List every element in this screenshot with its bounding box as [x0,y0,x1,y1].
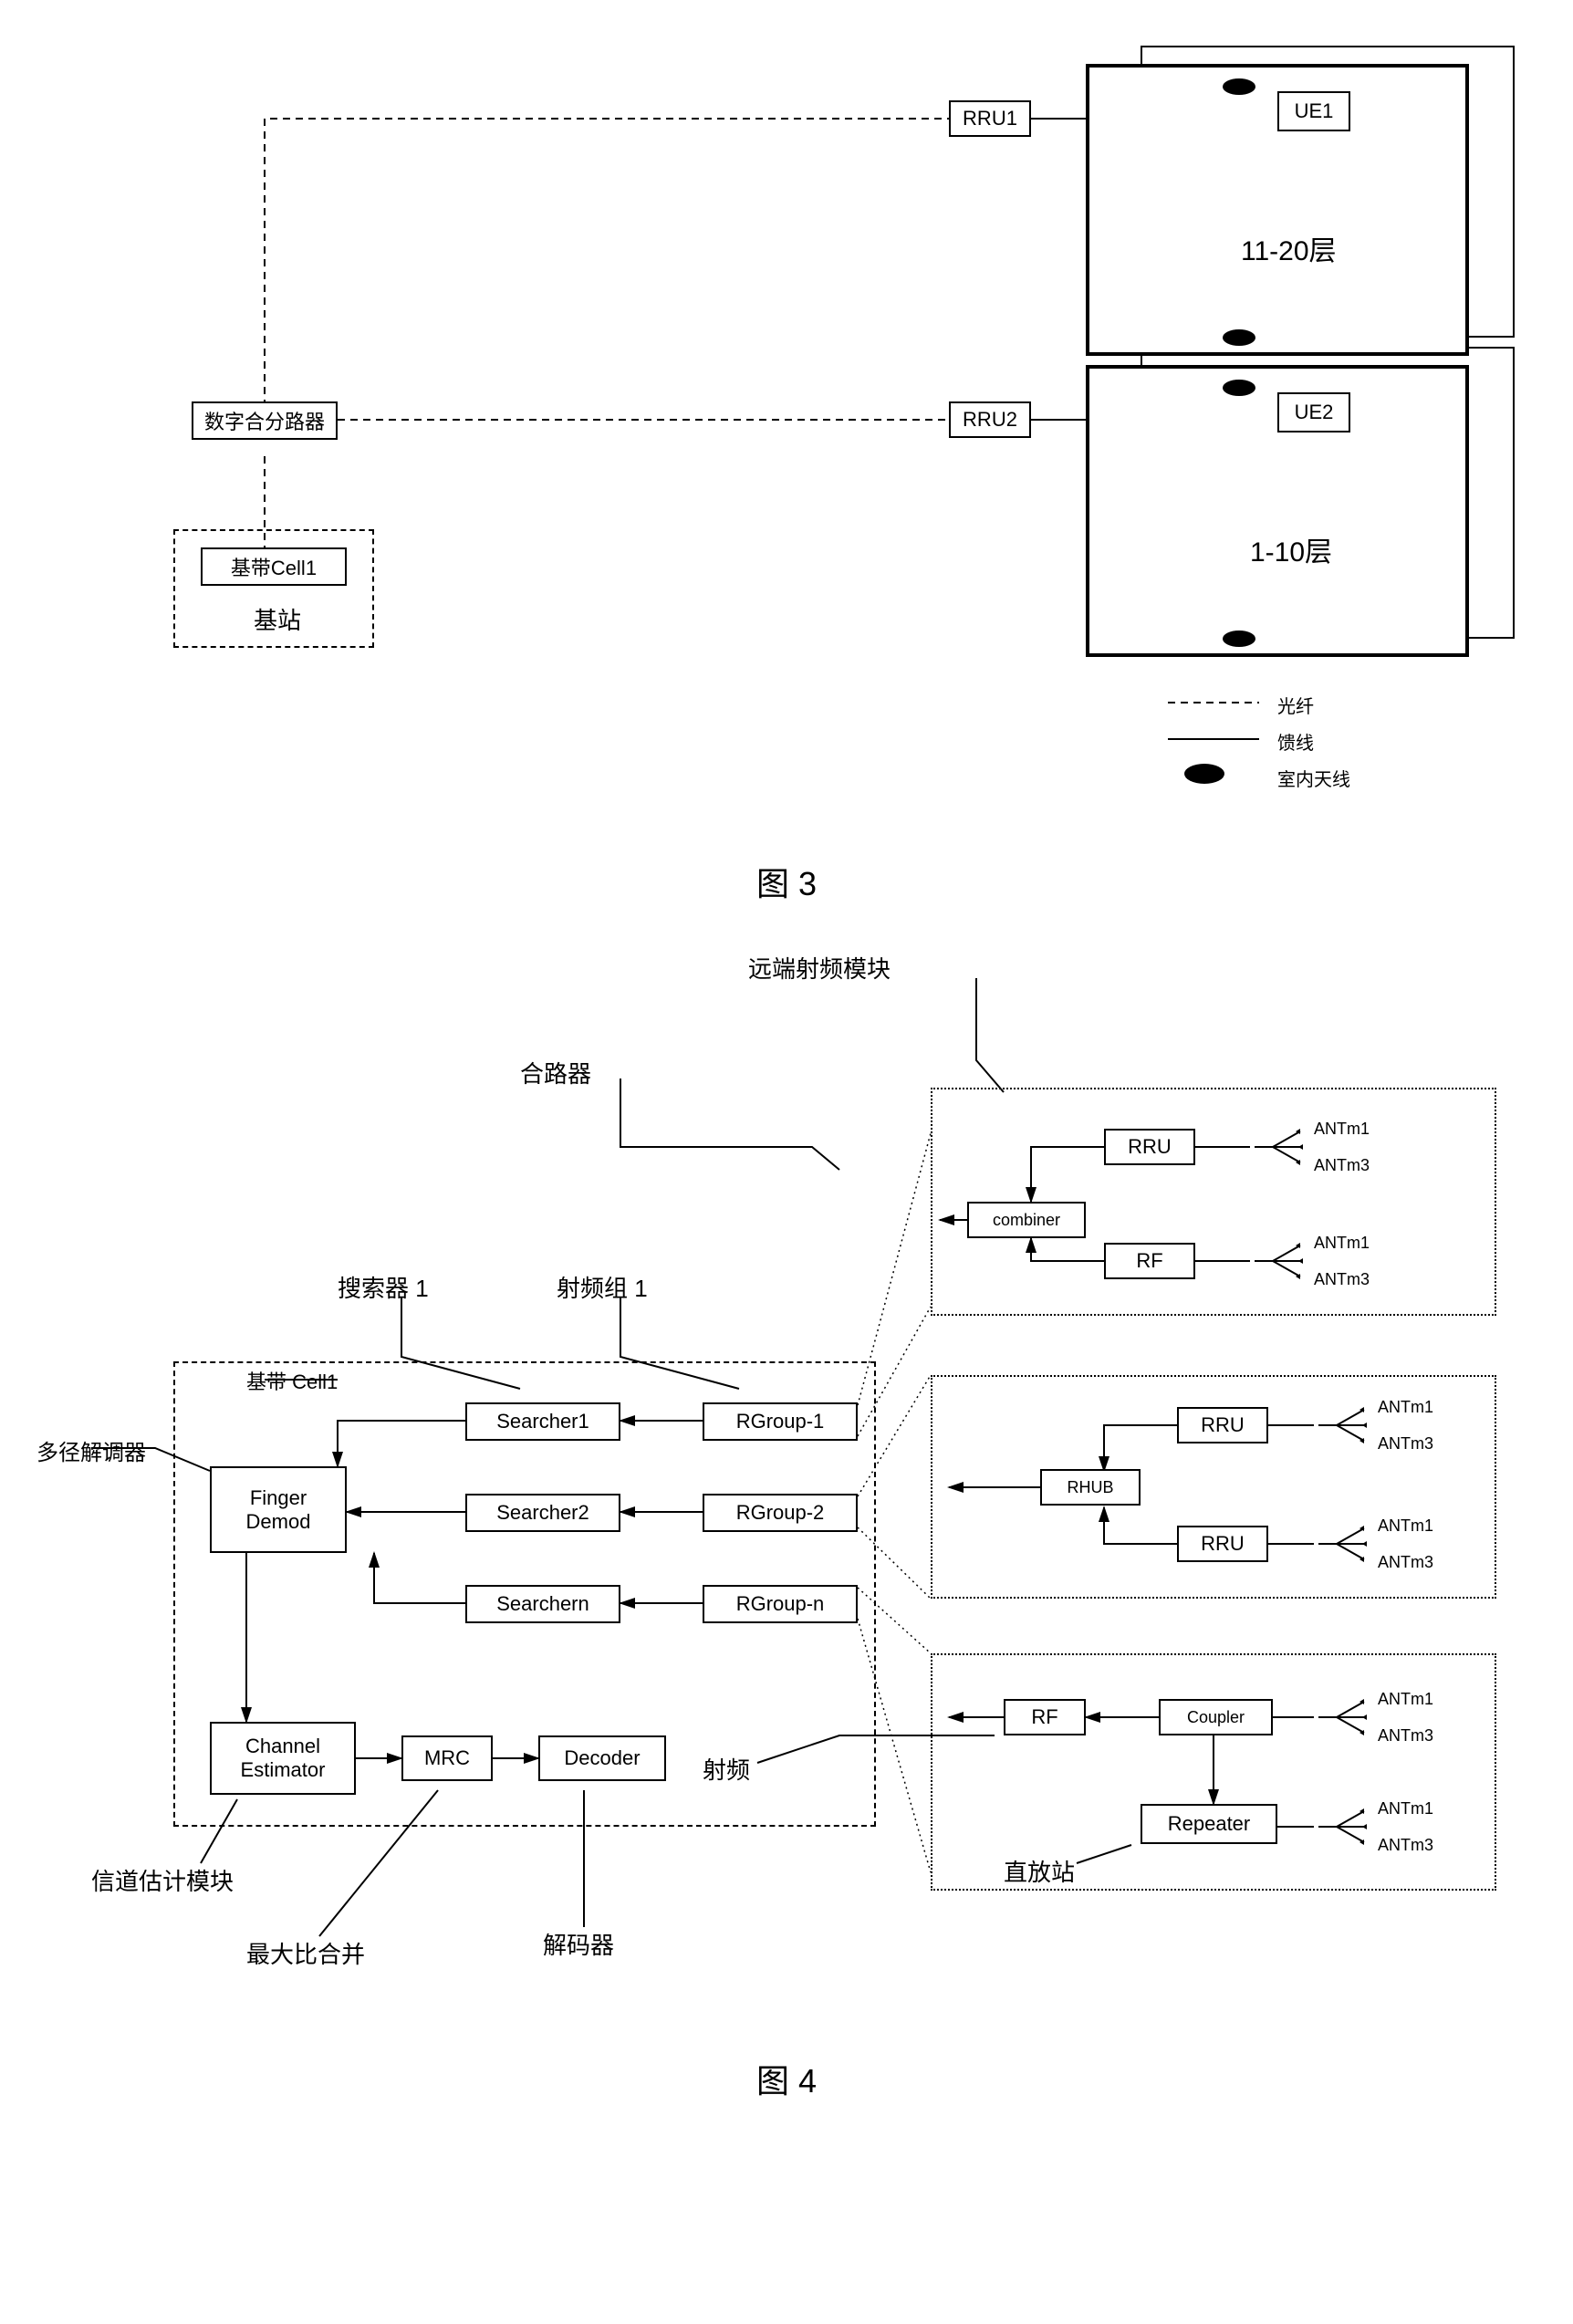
rru1-label: RRU1 [963,107,1017,130]
searchern-text: Searchern [496,1592,589,1616]
searchern-box: Searchern [465,1585,620,1623]
ant-c1-top-m1: ANTm1 [1314,1120,1370,1139]
finger-text: Finger Demod [246,1486,311,1534]
ant-c3-bot-m1: ANTm1 [1378,1799,1433,1819]
ant-c1-top [1250,1124,1305,1174]
c3-rf-box: RF [1004,1699,1086,1735]
decoder-text: Decoder [564,1746,640,1770]
rru2-box: RRU2 [949,401,1031,438]
ant-c2-top-m3: ANTm3 [1378,1434,1433,1454]
rgroup1-text: RGroup-1 [736,1410,825,1433]
basestation-text: 基站 [254,602,301,636]
c3-rf-text: RF [1031,1705,1057,1729]
c1-rf-text: RF [1136,1249,1162,1273]
antenna-bottom-1 [1223,380,1255,396]
decoder-box: Decoder [538,1735,666,1781]
rgroup1-cn-label: 射频组 1 [557,1270,648,1304]
channel-est-text: Channel Estimator [241,1735,326,1782]
floors-bottom: 1-10层 [1250,529,1332,569]
searcher2-box: Searcher2 [465,1494,620,1532]
ue2-label: UE2 [1295,401,1334,424]
ant-c3-bot [1314,1804,1369,1854]
floors-top: 11-20层 [1241,228,1337,268]
ant-c1-bot-m1: ANTm1 [1314,1234,1370,1253]
c1-rru-box: RRU [1104,1129,1195,1165]
ant-c2-bot-m3: ANTm3 [1378,1553,1433,1572]
ant-c2-bot-m1: ANTm1 [1378,1516,1433,1536]
antenna-top-1 [1223,78,1255,95]
combiner-box: combiner [967,1202,1086,1238]
searcher1-cn-label: 搜索器 1 [338,1270,429,1304]
rgroup2-text: RGroup-2 [736,1501,825,1525]
c1-rf-box: RF [1104,1243,1195,1279]
repeater-box: Repeater [1141,1804,1277,1844]
legend-feeder: 馈线 [1277,728,1314,755]
rf-cn: 射频 [703,1752,750,1786]
searcher2-text: Searcher2 [496,1501,589,1525]
coupler-box: Coupler [1159,1699,1273,1735]
searcher1-text: Searcher1 [496,1410,589,1433]
ue1-box: UE1 [1277,91,1350,131]
combiner-cn-label: 合路器 [520,1056,591,1089]
decoder-cn: 解码器 [543,1927,614,1961]
searcher1-box: Searcher1 [465,1402,620,1441]
repeater-text: Repeater [1168,1812,1251,1836]
figure-4: 远端射频模块 合路器 搜索器 1 射频组 1 基带 Cell1 多径解调器 Se… [36,942,1537,2037]
ant-c2-top-m1: ANTm1 [1378,1398,1433,1417]
ant-c3-top-m3: ANTm3 [1378,1726,1433,1746]
baseband-label: 基带Cell1 [231,552,317,581]
legend-antenna-row [1184,764,1224,784]
fig3-title: 图 3 [36,858,1537,905]
legend-antenna: 室内天线 [1277,765,1350,791]
ant-c3-top [1314,1694,1369,1745]
rhub-box: RHUB [1040,1469,1141,1506]
ant-c3-top-m1: ANTm1 [1378,1690,1433,1709]
ue2-box: UE2 [1277,392,1350,432]
c2-rru2-text: RRU [1201,1532,1245,1556]
legend-dot-icon [1184,764,1224,784]
baseband-box: 基带Cell1 [201,547,347,586]
ant-c3-bot-m3: ANTm3 [1378,1836,1433,1855]
coupler-text: Coupler [1187,1708,1245,1727]
rru2-label: RRU2 [963,408,1017,432]
mrc-cn: 最大比合并 [246,1936,365,1970]
rgroupn-text: RGroup-n [736,1592,825,1616]
splitter-box: 数字合分路器 [192,401,338,440]
multipath-label: 多径解调器 [36,1434,146,1466]
combiner-text: combiner [993,1211,1060,1230]
c2-rru1-text: RRU [1201,1413,1245,1437]
antenna-bottom-2 [1223,631,1255,647]
rgroupn-box: RGroup-n [703,1585,858,1623]
fig4-title: 图 4 [36,2055,1537,2102]
c1-rru-text: RRU [1128,1135,1172,1159]
ant-c2-top [1314,1402,1369,1453]
rgroup2-box: RGroup-2 [703,1494,858,1532]
finger-box: Finger Demod [210,1466,347,1553]
ue1-label: UE1 [1295,99,1334,123]
mrc-text: MRC [424,1746,470,1770]
c2-rru1-box: RRU [1177,1407,1268,1443]
rru1-box: RRU1 [949,100,1031,137]
antenna-top-2 [1223,329,1255,346]
ant-c1-bot-m3: ANTm3 [1314,1270,1370,1289]
remote-rf-label: 远端射频模块 [748,951,891,985]
legend-fiber: 光纤 [1277,692,1314,718]
cluster3 [931,1653,1496,1891]
rhub-text: RHUB [1067,1478,1113,1497]
ant-c1-top-m3: ANTm3 [1314,1156,1370,1175]
mrc-box: MRC [401,1735,493,1781]
ant-c2-bot [1314,1521,1369,1571]
ant-c1-bot [1250,1238,1305,1288]
figure-3: 数字合分路器 基带Cell1 基站 RRU1 RRU2 UE1 11-20层 U… [36,36,1537,839]
rgroup1-box: RGroup-1 [703,1402,858,1441]
splitter-label: 数字合分路器 [204,406,325,435]
c2-rru2-box: RRU [1177,1526,1268,1562]
channel-est-cn: 信道估计模块 [91,1863,234,1897]
channel-est-box: Channel Estimator [210,1722,356,1795]
